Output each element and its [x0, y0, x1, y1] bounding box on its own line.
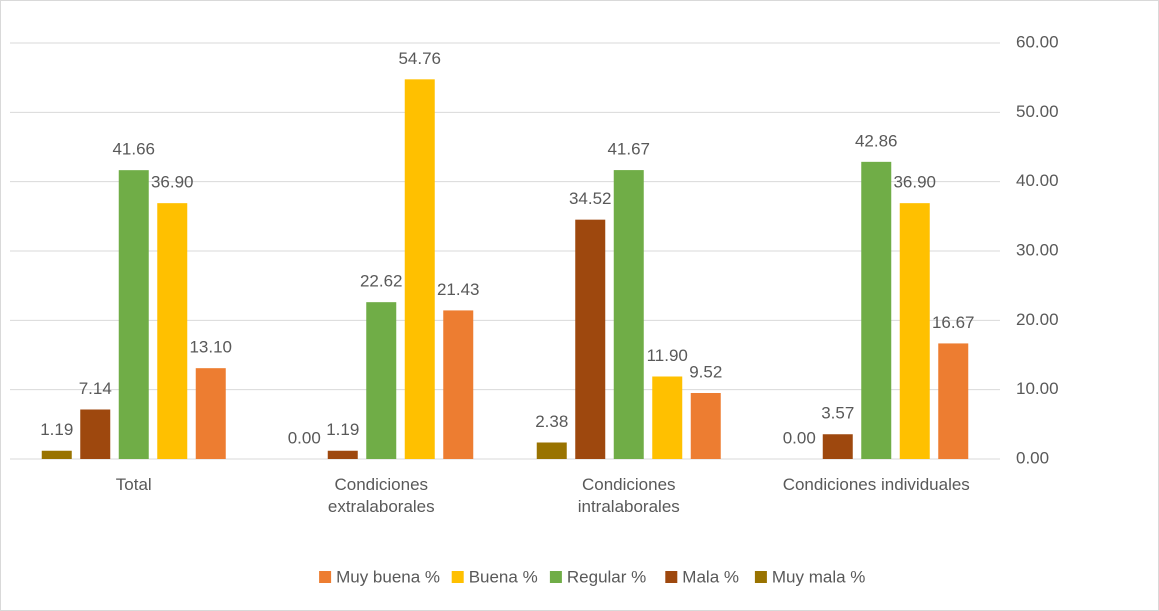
legend-label: Mala % [682, 567, 739, 586]
legend-swatch [319, 571, 332, 583]
bar [118, 170, 149, 459]
bar [861, 161, 892, 459]
y-tick-label: 60.00 [1016, 32, 1059, 51]
legend-label: Muy buena % [336, 567, 440, 586]
legend-label: Buena % [469, 567, 538, 586]
data-label: 0.00 [783, 428, 816, 447]
data-label: 2.38 [535, 412, 568, 431]
data-label: 36.90 [893, 173, 936, 192]
legend-swatch [451, 571, 464, 583]
data-label: 16.67 [932, 313, 975, 332]
legend-swatch [549, 571, 562, 583]
y-tick-label: 50.00 [1016, 102, 1059, 121]
y-tick-label: 10.00 [1016, 379, 1059, 398]
data-label: 7.14 [79, 379, 112, 398]
y-tick-label: 40.00 [1016, 171, 1059, 190]
bar [536, 442, 567, 459]
data-label: 34.52 [569, 189, 612, 208]
data-label: 21.43 [437, 280, 480, 299]
data-label: 0.00 [288, 428, 321, 447]
bar [41, 450, 72, 459]
data-label: 41.67 [607, 140, 650, 159]
data-label: 1.19 [326, 420, 359, 439]
data-label: 1.19 [40, 420, 73, 439]
y-tick-label: 30.00 [1016, 240, 1059, 259]
legend-label: Muy mala % [772, 567, 866, 586]
data-label: 3.57 [821, 404, 854, 423]
bar [822, 434, 853, 459]
bar [690, 392, 721, 459]
x-tick-label: Total [115, 475, 152, 494]
x-tick-label: Condiciones extralaborales [327, 475, 435, 516]
bar [404, 79, 435, 460]
data-label: 41.66 [112, 140, 155, 159]
y-tick-label: 0.00 [1016, 448, 1049, 467]
legend-label: Regular % [567, 567, 646, 586]
bar [575, 219, 606, 459]
bar [366, 302, 397, 459]
data-label: 13.10 [189, 338, 232, 357]
data-label: 54.76 [398, 49, 441, 68]
y-tick-label: 20.00 [1016, 310, 1059, 329]
data-label: 9.52 [689, 362, 722, 381]
data-label: 22.62 [360, 272, 403, 291]
legend-swatch [665, 571, 678, 583]
bar [613, 170, 644, 459]
x-tick-label: Condiciones intralaborales [577, 475, 680, 516]
bar [899, 203, 930, 459]
data-label: 11.90 [647, 346, 688, 365]
bar [157, 203, 188, 459]
x-tick-label: Condiciones individuales [782, 475, 970, 494]
bar [443, 310, 474, 459]
bar [938, 343, 969, 459]
legend-swatch [754, 571, 767, 583]
data-label: 42.86 [855, 131, 898, 150]
data-label: 36.90 [151, 173, 194, 192]
bar [652, 376, 683, 459]
bar [195, 368, 226, 459]
bar [80, 409, 111, 459]
bar [327, 450, 358, 459]
